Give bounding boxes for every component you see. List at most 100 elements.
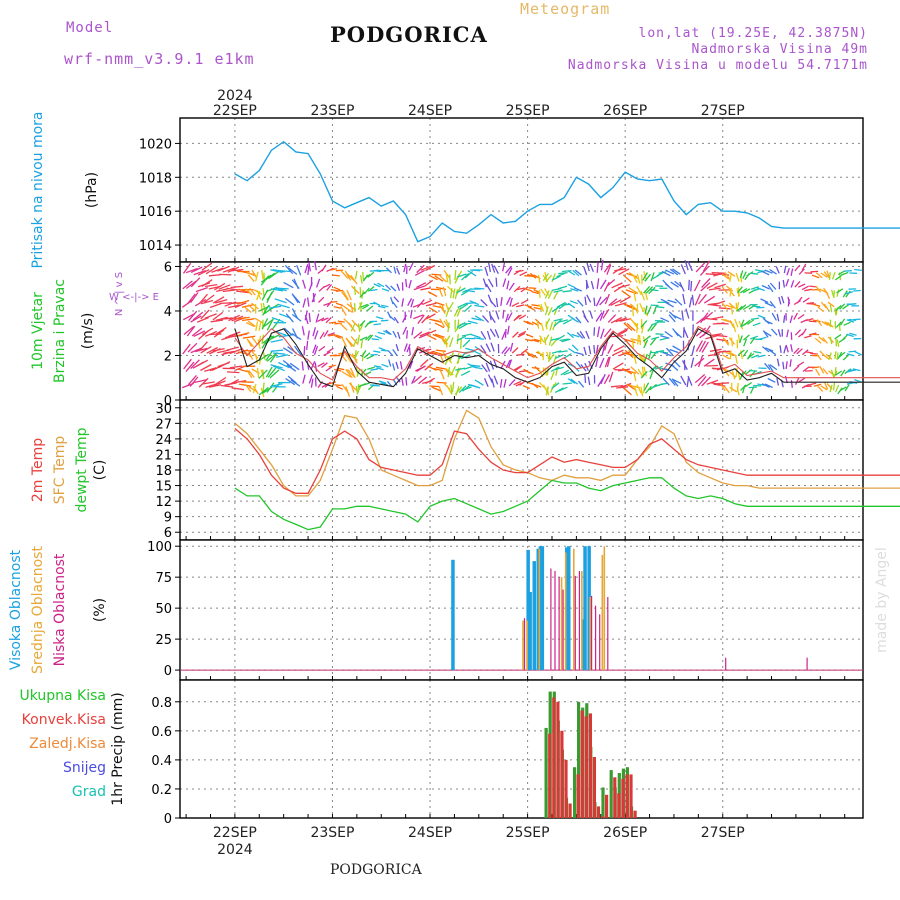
wind-arrow <box>575 361 582 369</box>
wind-arrow <box>393 266 397 274</box>
wind-arrow <box>453 307 460 317</box>
wind-arrow <box>321 264 327 272</box>
wind-arrow <box>723 338 730 346</box>
wind-arrow <box>455 286 462 296</box>
ylabel-pressure-0: Pritisak na nivou mora <box>30 111 46 268</box>
panel-precip-ytick-label-1: 0.2 <box>151 783 172 798</box>
wind-arrow <box>778 296 782 305</box>
wind-arrow <box>302 374 306 384</box>
cloud-bar-0 <box>528 592 532 671</box>
wind-arrow <box>385 267 392 274</box>
wind-arrow <box>740 287 748 294</box>
wind-arrow <box>335 334 344 339</box>
wind-arrow <box>514 314 522 321</box>
wind-arrow <box>304 263 309 274</box>
wind-arrow <box>447 367 451 378</box>
wind-arrow <box>574 269 582 276</box>
model-elevation-label: Nadmorska Visina u modelu 54.7171m <box>567 58 868 73</box>
wind-arrow <box>658 271 667 274</box>
panel-pressure-ytick-label-1: 1016 <box>139 205 172 220</box>
precip-legend-2: Zaledj.Kisa <box>29 736 106 752</box>
wind-arrow <box>648 286 656 295</box>
wind-arrow <box>644 305 648 315</box>
wind-arrow <box>536 320 540 329</box>
wind-arrow <box>716 322 729 325</box>
wind-arrow <box>736 382 739 392</box>
wind-arrow <box>349 382 355 393</box>
wind-arrow <box>682 293 686 305</box>
wind-arrow <box>371 338 379 341</box>
wind-arrow <box>548 336 553 346</box>
wind-arrow <box>285 313 294 323</box>
wind-arrow <box>290 379 301 387</box>
wind-arrow <box>551 275 561 281</box>
wind-arrow <box>729 272 732 282</box>
wind-arrow <box>270 364 283 369</box>
wind-arrow <box>794 280 801 288</box>
wind-arrow <box>848 318 857 322</box>
wind-arrow <box>303 346 306 356</box>
wind-arrow <box>738 320 744 330</box>
wind-arrow <box>367 286 375 292</box>
wind-arrow <box>338 322 348 331</box>
wind-arrow <box>777 329 782 337</box>
wind-arrow <box>325 317 332 324</box>
wind-arrow <box>789 359 792 367</box>
wind-arrow <box>596 326 601 338</box>
wind-arrow <box>571 333 580 338</box>
wind-arrow <box>728 289 735 297</box>
wind-arrow <box>765 347 774 352</box>
wind-arrow <box>672 314 682 320</box>
wind-arrow <box>736 305 743 312</box>
wind-arrow <box>854 351 862 356</box>
wind-arrow <box>822 337 829 344</box>
wind-arrow <box>595 356 599 368</box>
wind-arrow <box>277 303 290 309</box>
wind-arrow <box>317 317 325 323</box>
wind-arrow <box>550 338 558 347</box>
wind-arrow <box>717 382 730 385</box>
wind-arrow <box>782 361 785 370</box>
wind-arrow <box>690 280 693 292</box>
wind-arrow <box>491 263 496 273</box>
wind-arrow <box>190 277 201 288</box>
panel-clouds-ytick-label-1: 25 <box>155 633 172 648</box>
wind-arrow <box>502 278 507 287</box>
precip-bar-0 <box>601 787 605 818</box>
wind-arrow <box>425 264 436 272</box>
wind-arrow <box>740 384 747 391</box>
wind-arrow <box>195 286 208 293</box>
wind-arrow <box>619 317 632 322</box>
wind-arrow <box>723 369 730 377</box>
model-label: Model <box>66 20 114 36</box>
wind-arrow <box>444 355 451 366</box>
wind-arrow <box>600 259 604 271</box>
top-axis-date-2: 24SEP <box>408 103 452 119</box>
wind-arrow <box>268 271 279 280</box>
cloud-bar-0 <box>565 547 569 671</box>
wind-arrow <box>483 378 489 388</box>
wind-arrow <box>512 331 519 338</box>
wind-arrow <box>606 356 611 368</box>
wind-arrow <box>203 294 215 303</box>
wind-arrow <box>599 296 608 306</box>
wind-arrow <box>547 307 553 316</box>
wind-arrow <box>503 378 507 388</box>
wind-arrow <box>396 283 401 291</box>
wind-arrow <box>438 385 444 396</box>
temp-dewpt-line <box>234 477 900 531</box>
wind-arrow <box>431 319 442 323</box>
wind-arrow <box>734 355 738 364</box>
wind-arrow <box>336 385 344 390</box>
cloud-bar-2 <box>725 657 727 671</box>
panel-clouds-ytick-label-0: 0 <box>164 664 172 679</box>
wind-arrow <box>575 351 584 356</box>
wind-arrow <box>730 305 734 315</box>
wind-arrow <box>312 344 317 354</box>
wind-arrow <box>816 319 823 327</box>
wind-arrow <box>432 367 443 372</box>
wind-arrow <box>456 273 467 278</box>
wind-arrow <box>848 350 857 353</box>
wind-arrow <box>764 319 773 325</box>
wind-arrow <box>459 303 469 310</box>
